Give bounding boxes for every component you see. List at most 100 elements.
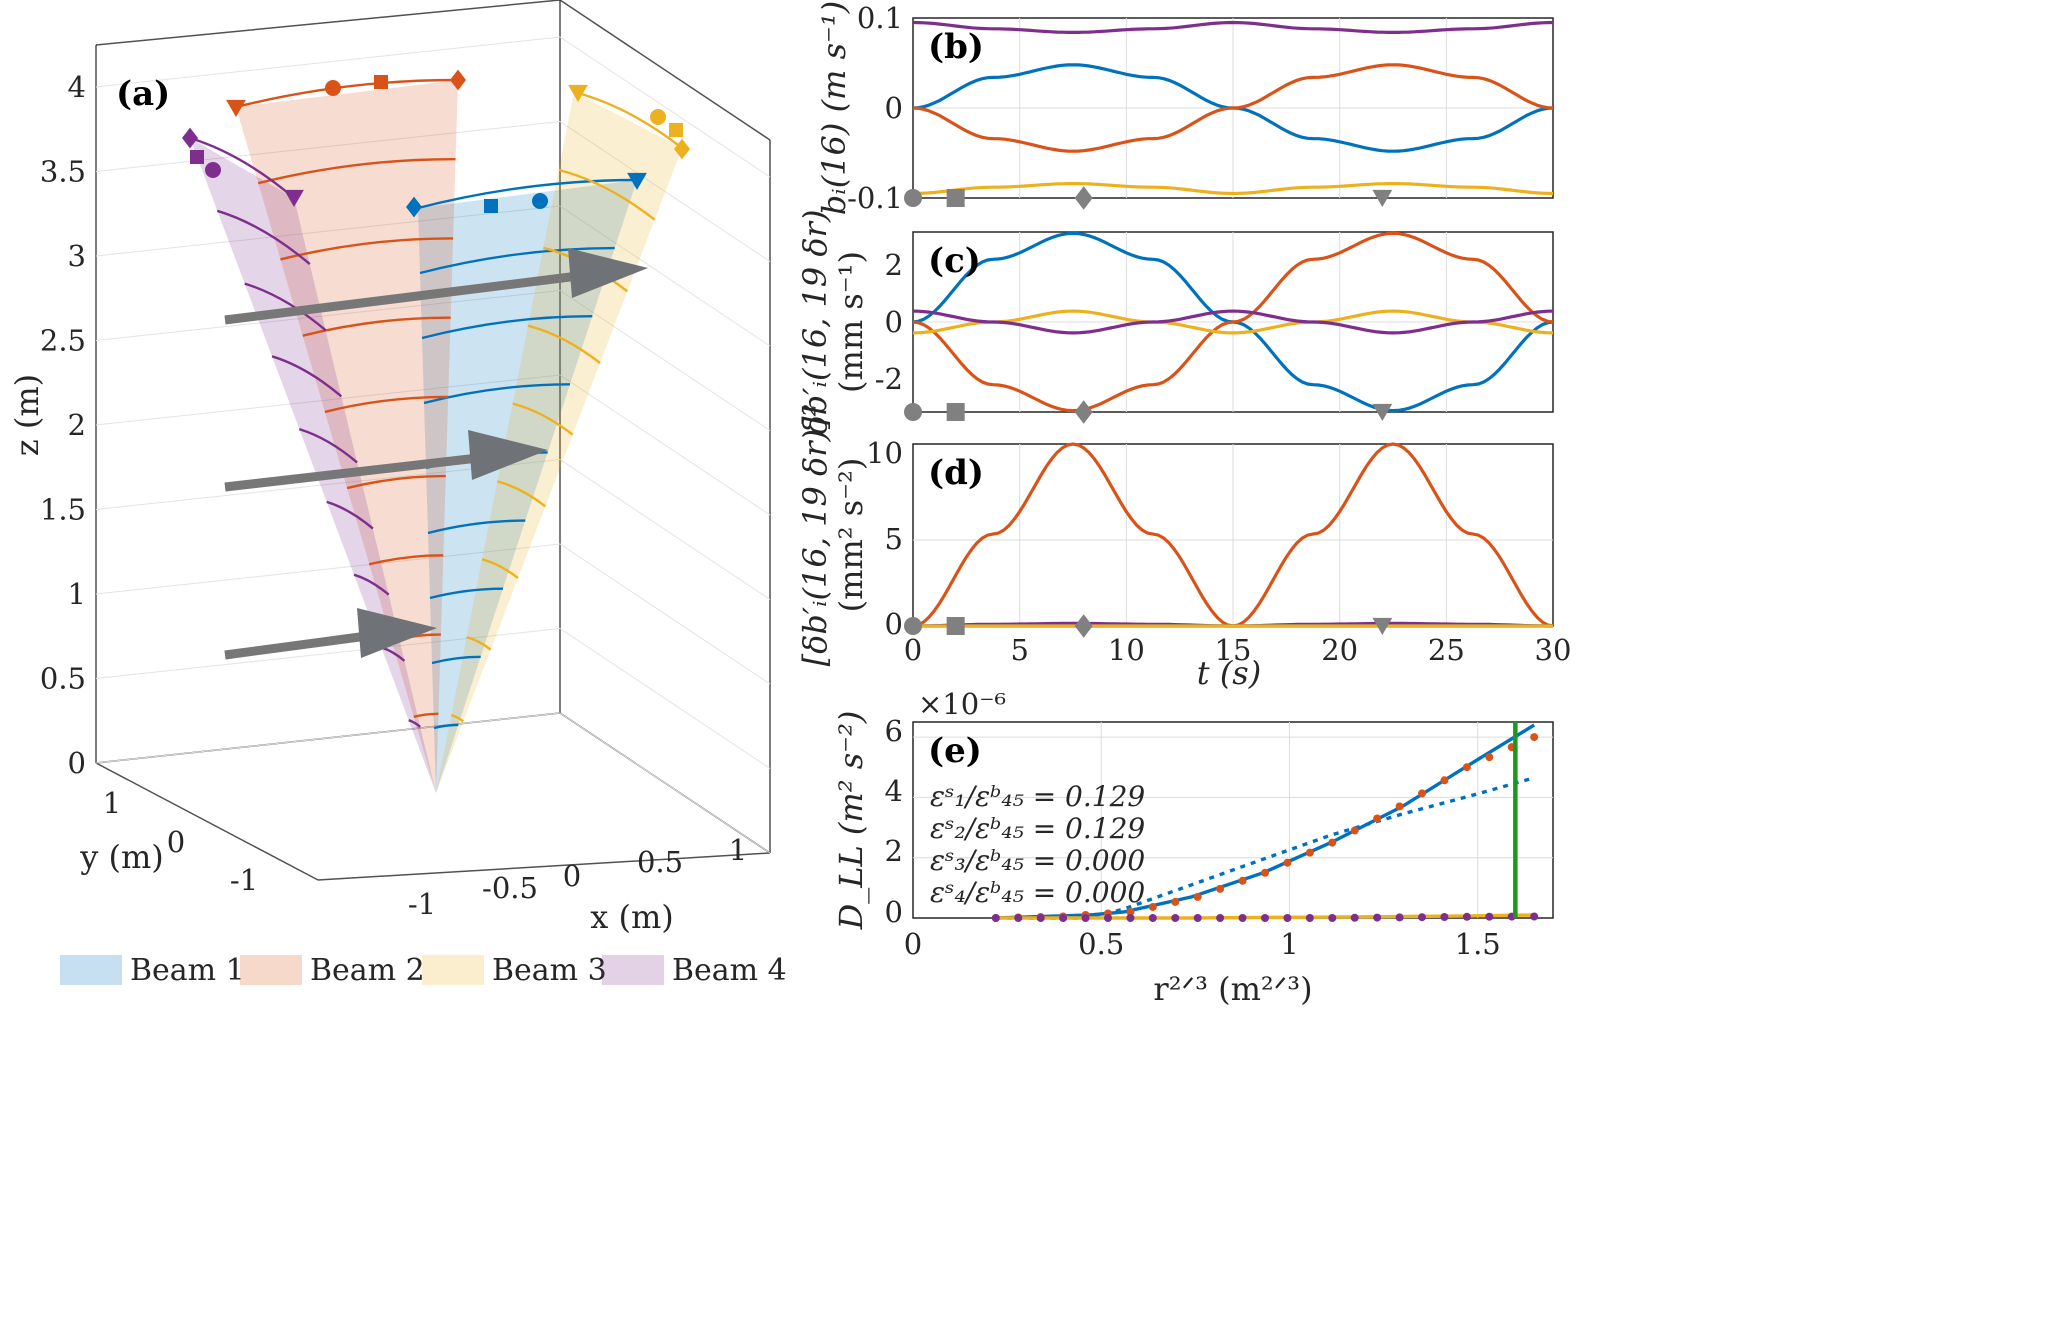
b-marks-triangle bbox=[1372, 189, 1393, 207]
panel-e-point-beam2 bbox=[1193, 892, 1202, 901]
panel-e-label: (e) bbox=[928, 731, 982, 771]
z-axis-label: z (m) bbox=[8, 374, 46, 456]
panel-e-point-beam4 bbox=[1440, 912, 1449, 921]
panel-a-beam1-arc bbox=[427, 519, 526, 535]
y-tick-1: 0 bbox=[167, 825, 185, 859]
panel-e-ylabel: D_LL (m² s⁻²) bbox=[832, 711, 870, 931]
panel-a-beam1-marker bbox=[627, 172, 647, 190]
x-axis-label: x (m) bbox=[590, 898, 674, 936]
panel-e-point-beam4 bbox=[1395, 913, 1404, 922]
panel-e-point-beam2 bbox=[1238, 876, 1247, 885]
panel-e-point-beam4 bbox=[1148, 914, 1157, 922]
panel-d-label: (d) bbox=[928, 453, 984, 493]
panel-a-zgrid-right bbox=[559, 628, 771, 769]
panel-d-xtick-1: 5 bbox=[1010, 633, 1028, 667]
panel-a-zgrid-left bbox=[95, 121, 561, 172]
panel-a-box-edge bbox=[95, 0, 561, 46]
panel-e-point-beam2 bbox=[1261, 868, 1269, 877]
panel-e-point-beam4 bbox=[1462, 912, 1471, 921]
b-marks-circle bbox=[904, 189, 922, 207]
x-tick-2: 0 bbox=[563, 859, 581, 893]
panel-d-ytick-1: 5 bbox=[885, 522, 903, 556]
x-tick-0: -1 bbox=[408, 887, 436, 921]
panel-c-line-beam3 bbox=[912, 309, 1554, 335]
panel-e-ytick-0: 6 bbox=[885, 714, 903, 748]
panel-a-zgrid-left bbox=[95, 543, 561, 595]
legend-label-beam4: Beam 4 bbox=[672, 953, 787, 988]
panel-e-point-beam2 bbox=[1462, 763, 1471, 772]
panel-a-zgrid-right bbox=[559, 121, 771, 262]
panel-a-zgrid-right bbox=[559, 205, 771, 347]
panel-b-line-beam3 bbox=[912, 182, 1554, 196]
panel-c-ylabel-line2: (mm s⁻¹) bbox=[832, 251, 870, 393]
panel-e-point-beam2 bbox=[1328, 838, 1337, 847]
z-tick-1: 0.5 bbox=[40, 662, 86, 696]
z-tick-0: 0 bbox=[68, 746, 86, 780]
panel-a-zgrid-right bbox=[559, 712, 771, 854]
panel-a-beam3-arc bbox=[527, 324, 601, 364]
panel-e-ytick-1: 4 bbox=[885, 774, 903, 808]
panel-e-point-beam2 bbox=[1283, 858, 1292, 867]
d-marks-diamond bbox=[1074, 614, 1093, 638]
panel-e-point-beam4 bbox=[1036, 914, 1045, 922]
panel-e-point-beam4 bbox=[1014, 914, 1023, 922]
panel-a-zgrid-right bbox=[559, 36, 771, 178]
y-tick-2: -1 bbox=[230, 863, 258, 897]
panel-a-beam2-marker bbox=[374, 75, 388, 89]
panel-d-markers bbox=[904, 614, 1393, 638]
panel-e-point-beam4 bbox=[1216, 914, 1225, 922]
panel-d: 10 5 0 0 5 10 15 20 25 30 (d) t (s) [δb′ᵢ(16, … bbox=[796, 404, 1571, 692]
z-tick-8: 4 bbox=[68, 70, 86, 104]
panel-e-point-beam4 bbox=[1328, 914, 1337, 922]
panel-d-lines bbox=[912, 442, 1554, 628]
panel-c-lines bbox=[912, 231, 1554, 413]
panel-a-flow-arrow-head bbox=[568, 248, 648, 298]
panel-e-point-beam4 bbox=[1126, 914, 1135, 922]
panel-a-beam3-marker bbox=[650, 109, 666, 125]
panel-c-ylabel-line1: δb′ᵢ(16, 19 δr) bbox=[796, 210, 834, 435]
panel-e-point-beam2 bbox=[1530, 733, 1539, 742]
panel-d-xtick-0: 0 bbox=[904, 633, 922, 667]
panel-c-line-beam2 bbox=[912, 231, 1554, 413]
panel-e-point-beam2 bbox=[1126, 907, 1135, 916]
panel-a-beam1-arc bbox=[421, 315, 593, 340]
panel-a-beam2-marker bbox=[325, 80, 341, 96]
panel-e-exponent: ×10⁻⁶ bbox=[918, 687, 1006, 721]
z-tick-5: 2.5 bbox=[40, 324, 86, 358]
panel-a-beam1-arc bbox=[429, 587, 504, 600]
panel-b-ytick-2: -0.1 bbox=[847, 181, 903, 215]
panel-e-point-beam2 bbox=[1485, 753, 1494, 762]
panel-a: 00.511.522.533.54 10-1 -1 -0.5 0 0.5 1 (a) z… bbox=[8, 0, 771, 936]
panel-a-beam3-arc bbox=[450, 713, 465, 723]
y-tick-0: 1 bbox=[103, 786, 121, 820]
c-marks-triangle bbox=[1372, 403, 1393, 421]
panel-d-grid bbox=[913, 444, 1553, 626]
panel-a-beam2-marker bbox=[226, 99, 246, 117]
panel-e-point-beam2 bbox=[1440, 776, 1449, 785]
panel-a-beam4-marker bbox=[284, 189, 304, 207]
panel-c-ytick-1: 0 bbox=[885, 305, 903, 339]
x-tick-4: 1 bbox=[729, 833, 747, 867]
panel-a-beam2-arc bbox=[346, 474, 446, 490]
panel-a-zgrid-left bbox=[95, 628, 561, 679]
panel-e: ×10⁻⁶ 6 4 2 0 0 0.5 1 1.5 (e) εˢ₁/εᵇ₄₅ = 0.… bbox=[832, 687, 1554, 1008]
panel-a-beam2-arc bbox=[324, 395, 449, 414]
panel-e-xtick-2: 1 bbox=[1280, 927, 1298, 961]
panel-e-point-beam4 bbox=[1261, 914, 1269, 922]
d-marks-triangle bbox=[1372, 617, 1393, 635]
panel-a-zgrid-right bbox=[559, 459, 771, 600]
panel-b-markers bbox=[904, 186, 1393, 210]
panel-a-beam3-arc bbox=[573, 90, 683, 149]
panel-e-xtick-0: 0 bbox=[904, 927, 922, 961]
panel-c-ytick-0: 2 bbox=[885, 248, 903, 282]
panel-a-zgrid-left bbox=[95, 205, 561, 257]
panel-e-grid bbox=[913, 722, 1553, 918]
panel-a-beam2-arc bbox=[302, 316, 451, 337]
panel-a-flow-arrow-shaft bbox=[224, 271, 579, 325]
panel-a-label: (a) bbox=[116, 74, 170, 114]
panel-a-beam1-arc bbox=[433, 723, 459, 730]
panel-e-point-beam4 bbox=[1418, 913, 1427, 922]
panel-e-line-beam1-dotted bbox=[995, 776, 1535, 920]
panel-a-beam3-arc bbox=[481, 558, 519, 579]
